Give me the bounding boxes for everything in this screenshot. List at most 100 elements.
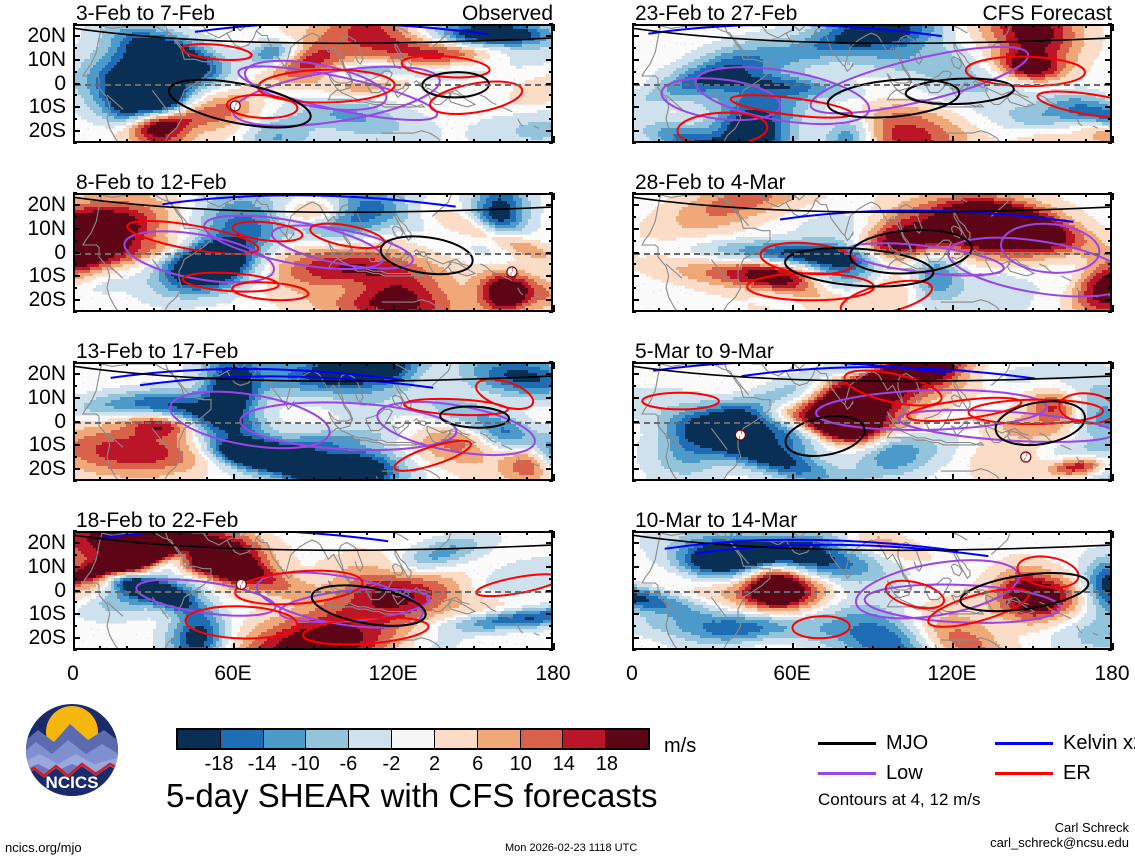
axis-tick [631, 24, 634, 31]
site-url[interactable]: ncics.org/mjo [5, 841, 82, 854]
axis-tick [764, 646, 767, 650]
map-panel[interactable] [632, 24, 1112, 143]
axis-tick [73, 565, 80, 568]
axis-tick [445, 139, 448, 143]
axis-tick [73, 625, 77, 628]
panel-title: 13-Feb to 17-Feb [76, 341, 238, 362]
axis-tick [632, 577, 636, 580]
axis-tick [259, 646, 262, 650]
colorbar-swatch [391, 730, 434, 748]
map-panel[interactable] [73, 24, 553, 143]
axis-tick [1105, 444, 1112, 447]
map-panel[interactable] [632, 531, 1112, 650]
axis-tick [546, 275, 553, 278]
axis-tick [951, 305, 954, 312]
x-axis-label: 180 [1080, 663, 1135, 684]
axis-tick [818, 531, 821, 535]
axis-tick [1108, 456, 1112, 459]
axis-tick [1108, 118, 1112, 121]
axis-tick [179, 139, 182, 143]
axis-tick [1108, 215, 1112, 218]
x-axis-label: 0 [600, 663, 664, 684]
axis-tick [73, 287, 77, 290]
axis-tick [1105, 396, 1112, 399]
axis-tick [632, 649, 636, 651]
y-axis-label: 20S [0, 627, 66, 648]
x-axis-label: 120E [361, 663, 425, 684]
legend-line-mjo [818, 742, 876, 745]
axis-tick [818, 308, 821, 312]
axis-tick [73, 396, 80, 399]
axis-tick [871, 362, 874, 366]
axis-tick [392, 643, 395, 650]
axis-tick [546, 565, 553, 568]
axis-tick [818, 477, 821, 481]
axis-tick [924, 139, 927, 143]
ncics-logo[interactable]: NCICS [24, 702, 120, 798]
y-axis-label: 20S [0, 289, 66, 310]
axis-tick [632, 432, 636, 435]
y-axis-label: 10S [0, 265, 66, 286]
axis-tick [73, 553, 77, 556]
axis-tick [546, 58, 553, 61]
author-email[interactable]: carl_schreck@ncsu.edu [990, 835, 1129, 850]
y-axis-label: 0 [0, 411, 66, 432]
axis-tick [73, 203, 80, 206]
axis-tick [549, 94, 553, 97]
axis-tick [472, 24, 475, 28]
axis-tick [1108, 70, 1112, 73]
y-axis-label: 0 [0, 580, 66, 601]
axis-tick [472, 477, 475, 481]
axis-tick [1108, 601, 1112, 604]
axis-tick [1111, 362, 1114, 369]
map-panel[interactable] [632, 362, 1112, 481]
axis-tick [1004, 308, 1007, 312]
axis-tick [764, 308, 767, 312]
axis-tick [871, 477, 874, 481]
axis-tick [684, 139, 687, 143]
map-panel[interactable] [73, 193, 553, 312]
map-panel[interactable] [632, 193, 1112, 312]
axis-tick [312, 24, 315, 28]
contour-note: Contours at 4, 12 m/s [818, 791, 981, 808]
axis-tick [684, 24, 687, 28]
axis-tick [73, 384, 77, 387]
axis-tick [844, 646, 847, 650]
axis-tick [844, 477, 847, 481]
y-axis-label: 20N [0, 363, 66, 384]
axis-tick [658, 362, 661, 366]
axis-tick [549, 480, 553, 482]
axis-tick [73, 215, 77, 218]
axis-tick [1108, 625, 1112, 628]
axis-tick [632, 34, 639, 37]
axis-tick [445, 531, 448, 535]
axis-tick [546, 420, 553, 423]
axis-tick [419, 362, 422, 366]
y-axis-label: 20S [0, 458, 66, 479]
axis-tick [549, 311, 553, 313]
axis-tick [951, 362, 954, 369]
axis-tick [499, 646, 502, 650]
y-axis-label: 20S [0, 120, 66, 141]
y-axis-label: 10N [0, 387, 66, 408]
axis-tick [73, 420, 80, 423]
axis-tick [1111, 136, 1114, 143]
x-axis-label: 0 [41, 663, 105, 684]
axis-tick [871, 193, 874, 197]
colorbar-swatch [262, 730, 306, 748]
axis-tick [1004, 24, 1007, 28]
axis-tick [632, 420, 639, 423]
map-panel[interactable] [73, 362, 553, 481]
axis-tick [549, 408, 553, 411]
colorbar[interactable] [176, 728, 650, 750]
axis-tick [951, 193, 954, 200]
axis-tick [1084, 193, 1087, 197]
axis-tick [632, 142, 636, 144]
axis-tick [552, 24, 555, 31]
map-panel[interactable] [73, 531, 553, 650]
axis-tick [1084, 139, 1087, 143]
y-axis-label: 20N [0, 532, 66, 553]
axis-tick [1105, 227, 1112, 230]
axis-tick [339, 646, 342, 650]
axis-tick [711, 646, 714, 650]
